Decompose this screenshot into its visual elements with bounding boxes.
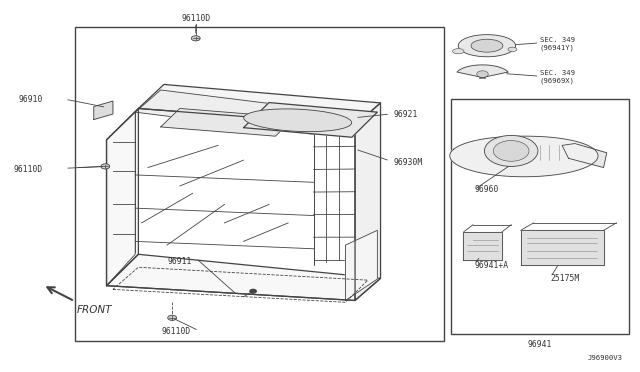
Text: 96941: 96941 xyxy=(527,340,552,349)
Polygon shape xyxy=(106,109,138,286)
Text: 96910: 96910 xyxy=(19,95,43,104)
Circle shape xyxy=(484,135,538,166)
Text: SEC. 349
(96969X): SEC. 349 (96969X) xyxy=(540,70,575,84)
Polygon shape xyxy=(94,101,113,119)
Text: 96941+A: 96941+A xyxy=(474,261,508,270)
Text: 96110D: 96110D xyxy=(13,165,43,174)
Circle shape xyxy=(191,36,200,41)
Polygon shape xyxy=(161,109,294,136)
Polygon shape xyxy=(135,90,339,134)
Polygon shape xyxy=(244,103,378,137)
Ellipse shape xyxy=(458,35,516,57)
Ellipse shape xyxy=(471,39,503,52)
Polygon shape xyxy=(346,230,378,301)
Text: 96110D: 96110D xyxy=(181,13,211,22)
Text: 96110D: 96110D xyxy=(162,327,191,336)
Ellipse shape xyxy=(452,49,464,54)
Circle shape xyxy=(477,71,488,77)
Circle shape xyxy=(493,141,529,161)
Circle shape xyxy=(100,164,109,169)
Polygon shape xyxy=(463,232,502,260)
Polygon shape xyxy=(106,254,381,301)
Text: FRONT: FRONT xyxy=(77,305,112,315)
Polygon shape xyxy=(450,136,598,177)
Text: 96930M: 96930M xyxy=(394,157,422,167)
Polygon shape xyxy=(138,84,381,125)
Bar xyxy=(75,27,444,341)
Text: 25175M: 25175M xyxy=(550,274,580,283)
Text: J96900V3: J96900V3 xyxy=(588,355,623,361)
Polygon shape xyxy=(355,103,381,301)
Text: 96911: 96911 xyxy=(168,257,192,266)
Text: SEC. 349
(96941Y): SEC. 349 (96941Y) xyxy=(540,37,575,51)
Ellipse shape xyxy=(244,109,352,132)
Bar xyxy=(451,99,629,334)
Ellipse shape xyxy=(508,47,517,52)
Polygon shape xyxy=(521,230,604,265)
Polygon shape xyxy=(562,144,607,167)
Text: 96960: 96960 xyxy=(474,185,499,194)
Circle shape xyxy=(250,289,256,293)
Polygon shape xyxy=(457,65,508,78)
Circle shape xyxy=(168,315,177,320)
Text: 96921: 96921 xyxy=(394,109,418,119)
